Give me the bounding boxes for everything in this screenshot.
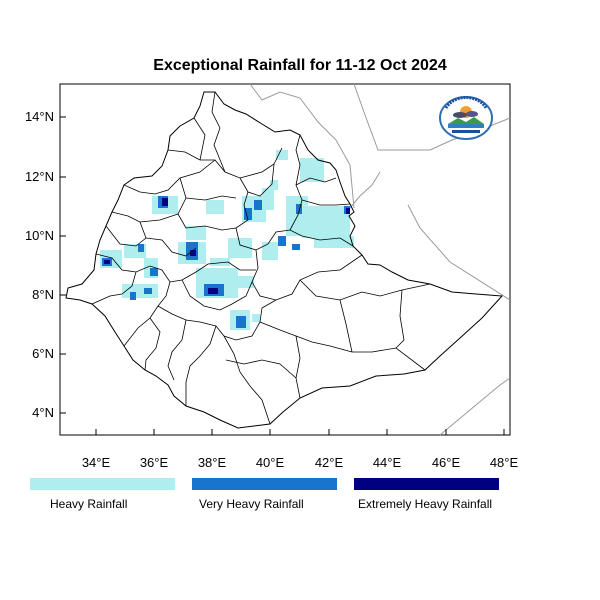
legend-label: Heavy Rainfall xyxy=(50,497,128,511)
admin-boundaries xyxy=(91,91,431,425)
legend-label: Very Heavy Rainfall xyxy=(199,497,304,511)
y-tick-label: 10°N xyxy=(25,228,54,243)
legend-label: Extremely Heavy Rainfall xyxy=(358,497,493,511)
x-tick-label: 38°E xyxy=(198,455,227,470)
legend-item-heavy xyxy=(30,478,175,490)
legend-item-extreme xyxy=(354,478,499,490)
legend-item-very-heavy xyxy=(192,478,337,490)
x-tick-label: 42°E xyxy=(315,455,344,470)
x-tick-label: 44°E xyxy=(373,455,402,470)
plot-frame xyxy=(59,83,511,436)
legend: Heavy Rainfall Very Heavy Rainfall Extre… xyxy=(0,478,600,518)
x-tick-label: 36°E xyxy=(140,455,169,470)
x-tick-label: 40°E xyxy=(256,455,285,470)
legend-swatch xyxy=(30,478,175,490)
axis-ticks xyxy=(60,116,505,435)
map-title: Exceptional Rainfall for 11-12 Oct 2024 xyxy=(153,57,447,74)
x-tick-label: 48°E xyxy=(490,455,519,470)
neighbor-borders xyxy=(249,83,511,436)
y-tick-label: 4°N xyxy=(32,405,54,420)
legend-swatch xyxy=(192,478,337,490)
x-tick-label: 34°E xyxy=(82,455,111,470)
legend-swatch xyxy=(354,478,499,490)
x-tick-label: 46°E xyxy=(432,455,461,470)
heavy-rainfall-areas xyxy=(100,150,354,330)
country-outline xyxy=(65,91,504,429)
y-tick-label: 12°N xyxy=(25,169,54,184)
y-tick-label: 14°N xyxy=(25,109,54,124)
y-tick-label: 6°N xyxy=(32,346,54,361)
y-tick-label: 8°N xyxy=(32,287,54,302)
extremely-heavy-rainfall-areas xyxy=(104,198,350,294)
agency-logo-icon xyxy=(439,96,493,140)
